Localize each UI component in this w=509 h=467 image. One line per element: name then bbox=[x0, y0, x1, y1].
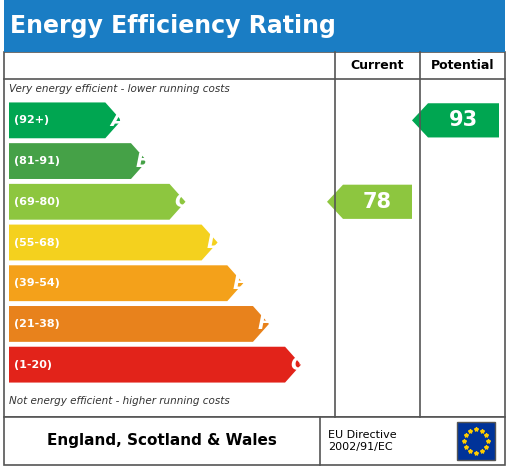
Text: F: F bbox=[258, 314, 271, 333]
Bar bbox=[4, 52, 505, 417]
Polygon shape bbox=[412, 103, 499, 137]
Text: Potential: Potential bbox=[431, 59, 494, 72]
Polygon shape bbox=[9, 306, 269, 342]
Text: D: D bbox=[207, 233, 223, 252]
Polygon shape bbox=[9, 265, 243, 301]
Text: Not energy efficient - higher running costs: Not energy efficient - higher running co… bbox=[9, 396, 230, 406]
Text: G: G bbox=[290, 355, 306, 374]
Text: Energy Efficiency Rating: Energy Efficiency Rating bbox=[10, 14, 336, 38]
Polygon shape bbox=[327, 184, 412, 219]
Bar bbox=[4, 0, 505, 52]
Text: (1-20): (1-20) bbox=[14, 360, 52, 370]
Text: (21-38): (21-38) bbox=[14, 319, 60, 329]
Bar bbox=[4, 417, 505, 465]
Polygon shape bbox=[9, 347, 301, 382]
Polygon shape bbox=[9, 143, 147, 179]
Polygon shape bbox=[9, 225, 218, 261]
Text: Current: Current bbox=[351, 59, 404, 72]
Text: England, Scotland & Wales: England, Scotland & Wales bbox=[47, 433, 277, 448]
Bar bbox=[457, 422, 495, 460]
Text: C: C bbox=[175, 192, 189, 211]
Text: 78: 78 bbox=[363, 192, 392, 212]
Text: (39-54): (39-54) bbox=[14, 278, 60, 288]
Text: B: B bbox=[136, 152, 151, 170]
Text: A: A bbox=[110, 111, 125, 130]
Text: (69-80): (69-80) bbox=[14, 197, 60, 207]
Text: (92+): (92+) bbox=[14, 115, 49, 125]
Polygon shape bbox=[9, 102, 121, 138]
Text: 93: 93 bbox=[449, 110, 478, 130]
Text: EU Directive
2002/91/EC: EU Directive 2002/91/EC bbox=[328, 430, 397, 452]
Text: E: E bbox=[232, 274, 246, 293]
Text: (81-91): (81-91) bbox=[14, 156, 60, 166]
Text: Very energy efficient - lower running costs: Very energy efficient - lower running co… bbox=[9, 85, 230, 94]
Polygon shape bbox=[9, 184, 185, 219]
Text: (55-68): (55-68) bbox=[14, 238, 60, 248]
